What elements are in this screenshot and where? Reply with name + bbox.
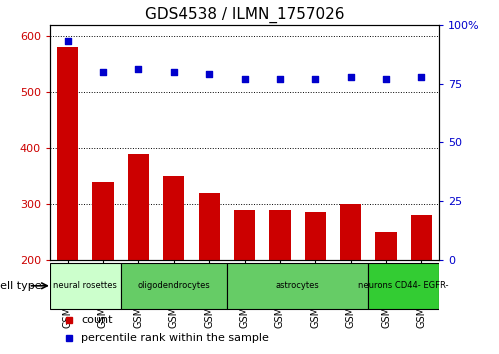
Bar [340,204,361,260]
Bar [305,212,326,260]
FancyBboxPatch shape [50,263,121,309]
Bar [411,215,432,260]
Bar [57,47,78,260]
Text: cell type: cell type [0,281,42,291]
Bar [269,210,290,260]
Point [134,67,142,72]
Text: neural rosettes: neural rosettes [53,281,117,290]
Point [241,76,249,82]
Bar [163,176,184,260]
Point [311,76,319,82]
Bar [234,210,255,260]
FancyBboxPatch shape [121,263,227,309]
Point [99,69,107,75]
Point [63,38,71,44]
Text: astrocytes: astrocytes [276,281,319,290]
Point [170,69,178,75]
Bar [92,182,114,260]
Text: neurons CD44- EGFR-: neurons CD44- EGFR- [358,281,449,290]
Text: percentile rank within the sample: percentile rank within the sample [81,333,269,343]
FancyBboxPatch shape [227,263,368,309]
Bar [199,193,220,260]
Text: count: count [81,315,113,325]
Bar [375,232,397,260]
Point [276,76,284,82]
Bar [128,154,149,260]
FancyBboxPatch shape [368,263,439,309]
Title: GDS4538 / ILMN_1757026: GDS4538 / ILMN_1757026 [145,7,344,23]
Point [347,74,355,79]
Point [382,76,390,82]
Point [205,71,213,77]
Point [418,74,426,79]
Text: oligodendrocytes: oligodendrocytes [137,281,210,290]
